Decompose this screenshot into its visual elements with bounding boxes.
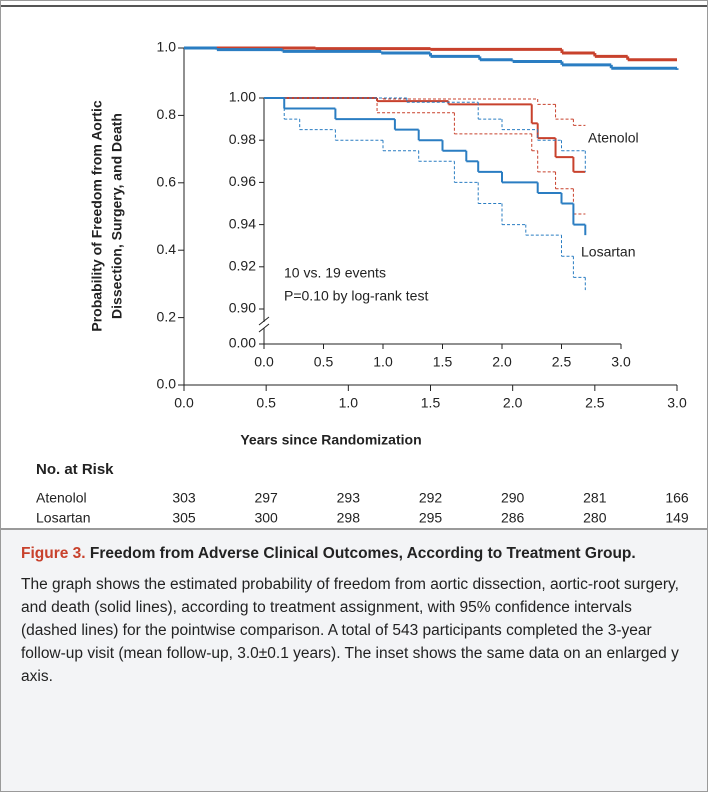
risk-count: 166 [665, 490, 689, 506]
x-tick-label: 2.0 [503, 395, 523, 411]
x-tick-label: 0.5 [314, 354, 334, 370]
axis-break [258, 323, 270, 333]
x-tick-label: 0.0 [254, 354, 274, 370]
risk-count: 290 [501, 490, 525, 506]
risk-count: 149 [665, 510, 689, 526]
y-tick-label: 0.92 [229, 258, 256, 274]
risk-count: 305 [172, 510, 196, 526]
y-axis-title: Probability of Freedom from Aortic [89, 100, 105, 331]
x-axis-title: Years since Randomization [240, 432, 421, 448]
y-tick-label: 1.00 [229, 89, 256, 105]
x-tick-label: 1.5 [433, 354, 453, 370]
x-tick-label: 1.0 [339, 395, 359, 411]
annotation: 10 vs. 19 events [284, 265, 386, 281]
y-tick-label: 1.0 [157, 39, 177, 55]
x-tick-label: 2.5 [585, 395, 605, 411]
x-tick-label: 0.0 [174, 395, 194, 411]
y-tick-label: 0.96 [229, 173, 256, 189]
caption: Figure 3. Freedom from Adverse Clinical … [1, 528, 707, 791]
y-tick-label: 0.98 [229, 131, 256, 147]
x-tick-label: 2.5 [552, 354, 572, 370]
risk-table-title: No. at Risk [36, 461, 114, 478]
risk-count: 292 [419, 490, 443, 506]
series-label: Losartan [581, 244, 635, 260]
x-tick-label: 3.0 [611, 354, 631, 370]
risk-count: 286 [501, 510, 525, 526]
risk-count: 295 [419, 510, 443, 526]
y-tick-label: 0.6 [157, 174, 177, 190]
risk-count: 281 [583, 490, 607, 506]
risk-count: 298 [337, 510, 361, 526]
caption-text: The graph shows the estimated probabilit… [21, 576, 679, 685]
caption-title: Figure 3. Freedom from Adverse Clinical … [21, 542, 687, 565]
axis-break [258, 316, 270, 326]
risk-count: 293 [337, 490, 361, 506]
risk-row-name: Atenolol [36, 490, 87, 506]
x-tick-label: 3.0 [667, 395, 687, 411]
y-tick-label: 0.2 [157, 308, 177, 324]
chart: Years since Randomization Probability of… [1, 5, 707, 526]
risk-count: 297 [254, 490, 278, 506]
risk-row-name: Losartan [36, 510, 90, 526]
y-tick-label: 0.8 [157, 106, 177, 122]
x-tick-label: 1.5 [421, 395, 441, 411]
figure-label: Figure 3. [21, 545, 86, 562]
y-axis-title: Dissection, Surgery, and Death [109, 113, 125, 319]
y-tick-label: 0.94 [229, 215, 256, 231]
y-tick-label: 0.0 [157, 376, 177, 392]
x-tick-label: 2.0 [492, 354, 512, 370]
annotation: P=0.10 by log-rank test [284, 288, 428, 304]
y-tick-label: 0.4 [157, 241, 177, 257]
risk-count: 300 [254, 510, 278, 526]
x-tick-label: 1.0 [373, 354, 393, 370]
y-tick-label: 0.90 [229, 300, 256, 316]
y-tick-label: 0.00 [229, 335, 256, 351]
x-tick-label: 0.5 [256, 395, 276, 411]
caption-heading: Freedom from Adverse Clinical Outcomes, … [89, 545, 636, 562]
series-label: Atenolol [588, 130, 639, 146]
risk-count: 280 [583, 510, 607, 526]
risk-count: 303 [172, 490, 196, 506]
